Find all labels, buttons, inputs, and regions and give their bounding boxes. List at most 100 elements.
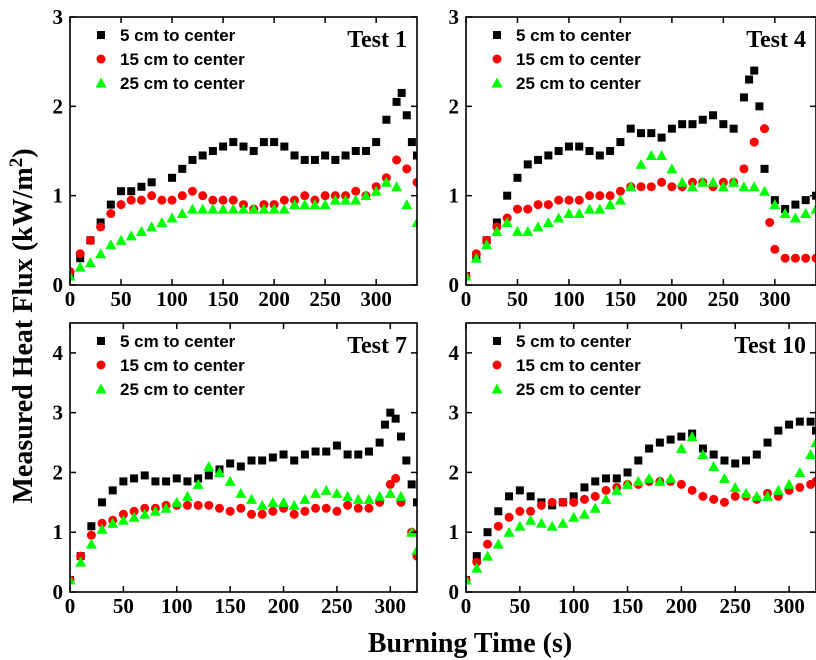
data-point [601,485,611,495]
data-point [698,444,707,453]
data-point [135,225,147,236]
data-point [224,475,236,486]
data-point [801,196,810,205]
y-tick-label: 3 [449,401,460,425]
data-point [667,124,676,133]
data-point [300,191,310,201]
data-point [311,447,320,456]
data-point [503,526,515,537]
data-point [709,450,718,459]
data-point [634,456,643,465]
data-point [279,450,288,459]
data-point [811,253,816,263]
data-point [198,151,207,160]
panel-title: Test 4 [746,27,806,53]
data-point [494,507,503,516]
x-tick-label: 100 [553,287,585,311]
data-point [343,450,352,459]
data-point [654,475,666,486]
data-point [584,203,596,214]
data-point [402,164,412,174]
data-point [645,149,657,160]
data-point [341,151,350,160]
legend-label: 5 cm to center [516,332,632,351]
data-point [578,508,590,519]
data-point [709,494,719,504]
data-point [87,522,96,531]
data-point [117,187,126,196]
y-tick-label: 2 [449,460,460,484]
x-tick-label: 150 [207,287,239,311]
data-point [140,503,150,513]
data-point [340,194,352,205]
data-point [742,456,750,465]
data-point [147,178,156,187]
data-points [466,66,816,281]
data-point [547,497,557,507]
data-point [166,212,178,223]
data-points [70,408,417,585]
data-point [471,562,483,573]
data-point [168,173,177,182]
data-point [392,155,402,165]
y-tick-label: 1 [53,520,64,544]
data-point [117,514,129,525]
x-tick-label: 300 [375,594,407,618]
data-point [728,176,740,187]
data-point [532,221,544,232]
data-point [397,88,406,97]
data-point [151,477,160,486]
x-tick-label: 300 [759,287,791,311]
data-point [707,176,719,187]
data-point [300,506,310,516]
data-point [343,500,353,510]
data-point [812,426,816,435]
data-point [729,124,738,133]
legend-label: 25 cm to center [516,380,641,399]
data-point [811,476,816,486]
y-tick-label: 0 [449,273,460,297]
data-point [579,494,589,504]
data-point [614,194,626,205]
y-tick-label: 4 [53,341,64,365]
data-point [523,160,532,169]
y-tick-label: 1 [449,184,460,208]
data-point [267,496,279,507]
data-point [739,164,749,174]
data-point [75,249,85,259]
x-tick-label: 50 [507,287,528,311]
data-point [351,147,360,155]
plot-frame [69,322,418,593]
data-point [280,142,289,151]
data-point [402,456,411,465]
data-point [573,208,585,219]
data-point [564,142,573,151]
data-point [176,208,188,219]
data-point [748,181,760,192]
data-point [772,484,784,495]
data-point [177,191,187,201]
data-point [129,506,139,516]
legend-label: 5 cm to center [120,26,236,45]
data-point [329,194,341,205]
data-point [364,503,374,513]
data-point [656,149,668,160]
data-point [666,435,675,444]
legend-marker [491,383,503,394]
data-point [665,472,677,483]
data-point [136,195,146,205]
data-point [207,203,219,214]
data-point [309,199,321,210]
data-point [678,120,687,129]
data-point [760,124,770,134]
legend: 5 cm to center 15 cm to center 25 cm to ce… [95,26,245,93]
data-point [386,408,395,417]
data-point [374,490,386,501]
data-point [385,479,395,489]
legend-marker [97,337,105,345]
data-point [331,155,340,164]
data-point [299,199,311,210]
legend-marker [493,31,501,39]
x-tick-label: 300 [360,287,392,311]
